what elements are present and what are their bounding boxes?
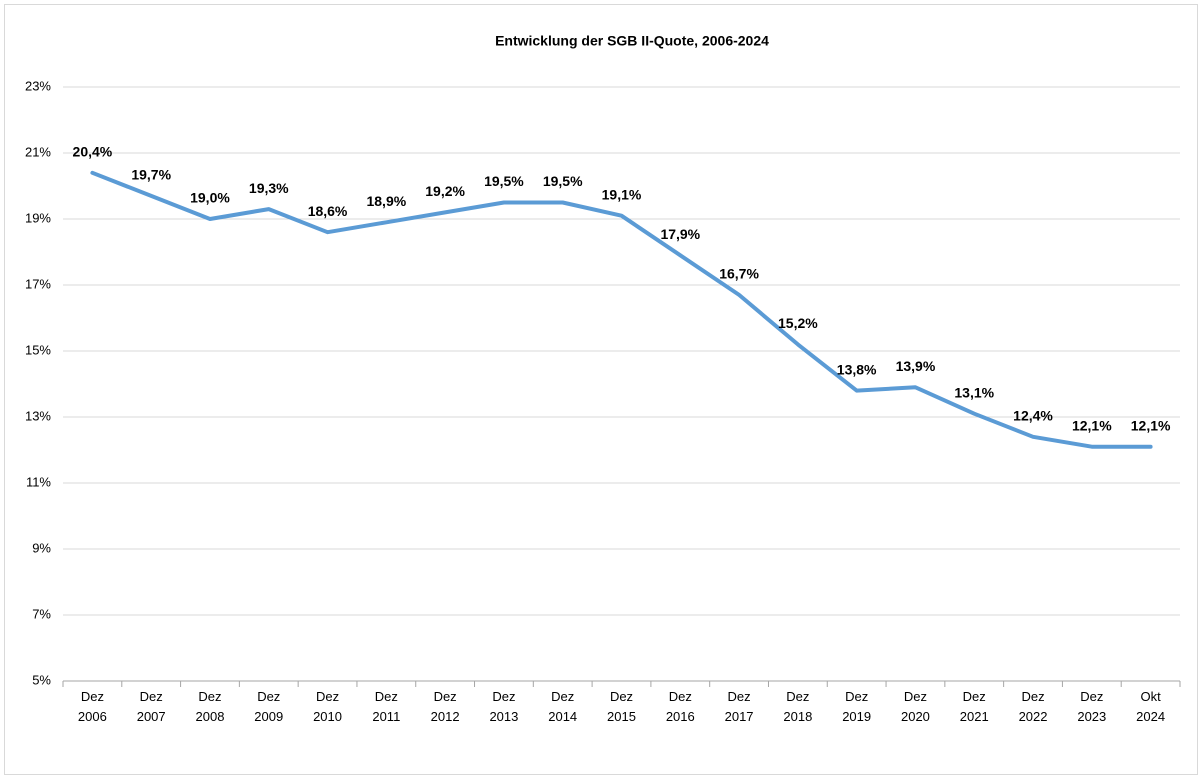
data-label: 13,8% bbox=[837, 361, 877, 377]
data-label: 18,9% bbox=[366, 193, 406, 209]
x-tick-label: Dez 2016 bbox=[666, 689, 695, 724]
x-tick-label: Dez 2011 bbox=[372, 689, 400, 724]
y-tick-label: 11% bbox=[26, 474, 51, 489]
x-tick-label: Okt 2024 bbox=[1136, 689, 1165, 724]
x-tick-label: Dez 2013 bbox=[489, 689, 518, 724]
data-label: 19,2% bbox=[425, 183, 465, 199]
y-tick-label: 17% bbox=[25, 276, 51, 291]
x-tick-label: Dez 2019 bbox=[842, 689, 871, 724]
data-label: 13,9% bbox=[896, 358, 936, 374]
data-label: 12,1% bbox=[1131, 417, 1171, 433]
y-tick-label: 15% bbox=[25, 342, 51, 357]
y-tick-label: 21% bbox=[25, 144, 51, 159]
data-label: 17,9% bbox=[660, 226, 700, 242]
data-label: 16,7% bbox=[719, 266, 759, 282]
data-label: 19,5% bbox=[484, 173, 524, 189]
data-label: 15,2% bbox=[778, 315, 818, 331]
x-tick-label: Dez 2009 bbox=[254, 689, 283, 724]
x-tick-label: Dez 2007 bbox=[137, 689, 166, 724]
data-label: 19,5% bbox=[543, 173, 583, 189]
x-tick-label: Dez 2017 bbox=[725, 689, 754, 724]
y-tick-label: 13% bbox=[25, 408, 51, 423]
x-tick-label: Dez 2022 bbox=[1019, 689, 1048, 724]
data-label: 20,4% bbox=[73, 144, 113, 160]
x-tick-label: Dez 2012 bbox=[431, 689, 460, 724]
chart-frame bbox=[4, 4, 1198, 775]
data-label: 19,7% bbox=[131, 167, 171, 183]
data-label: 19,3% bbox=[249, 180, 289, 196]
x-tick-label: Dez 2010 bbox=[313, 689, 342, 724]
y-tick-label: 19% bbox=[25, 210, 51, 225]
line bbox=[90, 170, 1153, 449]
chart-title: Entwicklung der SGB II-Quote, 2006-2024 bbox=[495, 33, 769, 49]
x-tick-label: Dez 2006 bbox=[78, 689, 107, 724]
x-tick-label: Dez 2020 bbox=[901, 689, 930, 724]
x-tick-label: Dez 2015 bbox=[607, 689, 636, 724]
data-label: 19,1% bbox=[602, 186, 642, 202]
x-tick-label: Dez 2023 bbox=[1077, 689, 1106, 724]
data-label: 12,4% bbox=[1013, 408, 1053, 424]
y-tick-label: 5% bbox=[32, 672, 51, 687]
x-tick-label: Dez 2021 bbox=[960, 689, 989, 724]
y-tick-label: 23% bbox=[25, 78, 51, 93]
data-label: 13,1% bbox=[954, 384, 994, 400]
data-label: 19,0% bbox=[190, 190, 230, 206]
data-label: 12,1% bbox=[1072, 417, 1112, 433]
y-tick-label: 9% bbox=[32, 540, 51, 555]
x-tick-label: Dez 2014 bbox=[548, 689, 577, 724]
x-tick-label: Dez 2018 bbox=[783, 689, 812, 724]
x-tick-label: Dez 2008 bbox=[196, 689, 225, 724]
y-tick-label: 7% bbox=[32, 606, 51, 621]
data-label: 18,6% bbox=[308, 203, 348, 219]
